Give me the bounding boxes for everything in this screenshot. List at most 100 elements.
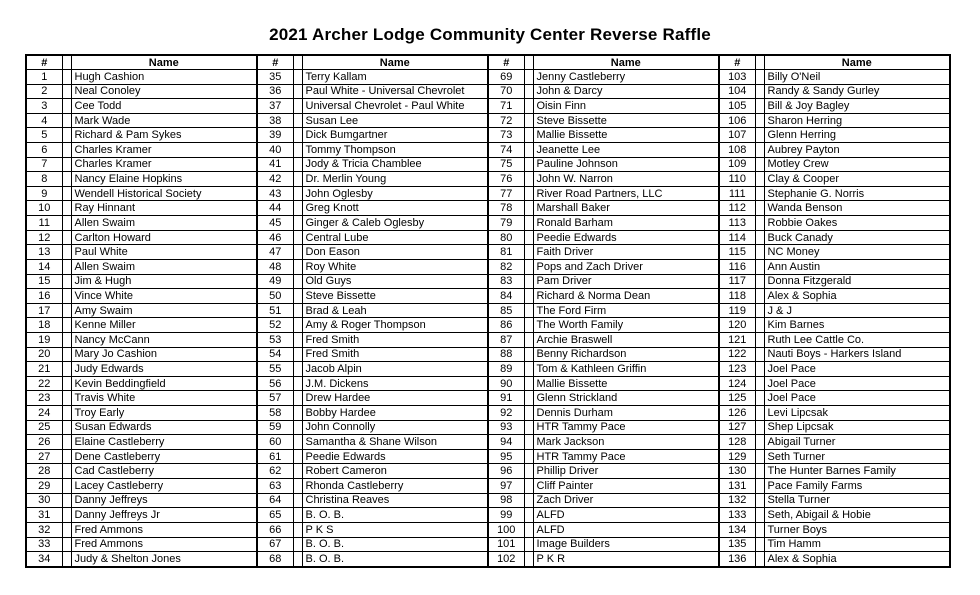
- entry-number: 86: [487, 317, 525, 333]
- entry-number: 106: [718, 112, 756, 129]
- table-row: 27 Dene Castleberry 61 Peedie Edwards 95 HTR …: [25, 448, 951, 465]
- entry-name: Pam Driver: [532, 273, 720, 290]
- entry-name: Dick Bumgartner: [301, 127, 489, 144]
- spacer-cell: [292, 346, 303, 363]
- entry-name: Fred Smith: [301, 331, 489, 348]
- entry-name: B. O. B.: [301, 507, 489, 523]
- entry-name: Nauti Boys - Harkers Island: [763, 346, 951, 363]
- entry-number: 5: [25, 127, 63, 144]
- spacer-cell: [61, 521, 72, 538]
- spacer-cell: [292, 331, 303, 348]
- spacer-cell: [754, 273, 765, 290]
- entry-name: HTR Tammy Pace: [532, 419, 720, 436]
- number-column-header: #: [256, 54, 294, 70]
- entry-number: 75: [487, 156, 525, 173]
- entry-name: Jody & Tricia Chamblee: [301, 156, 489, 173]
- entry-number: 135: [718, 536, 756, 553]
- table-row: 3 Cee Todd 37 Universal Chevrolet - Paul Wh…: [25, 98, 951, 114]
- entry-number: 42: [256, 171, 294, 187]
- entry-number: 126: [718, 405, 756, 421]
- entry-name: Billy O'Neil: [763, 69, 951, 85]
- entry-name: Mark Jackson: [532, 434, 720, 450]
- entry-name: HTR Tammy Pace: [532, 448, 720, 465]
- entry-name: Ronald Barham: [532, 215, 720, 231]
- table-row: 34 Judy & Shelton Jones 68 B. O. B. 102 P K R…: [25, 551, 951, 568]
- entry-number: 21: [25, 361, 63, 377]
- spacer-cell: [523, 273, 534, 290]
- entry-number: 14: [25, 258, 63, 275]
- entry-name: Allen Swaim: [70, 258, 258, 275]
- entry-name: Carlton Howard: [70, 229, 258, 246]
- entry-name: Joel Pace: [763, 361, 951, 377]
- entry-name: Allen Swaim: [70, 215, 258, 231]
- entry-number: 91: [487, 390, 525, 407]
- spacer-cell: [292, 302, 303, 319]
- spacer-cell: [754, 375, 765, 392]
- table-row: 11 Allen Swaim 45 Ginger & Caleb Oglesby 79 R…: [25, 215, 951, 231]
- spacer-cell: [523, 551, 534, 568]
- spacer-cell: [61, 536, 72, 553]
- entry-number: 79: [487, 215, 525, 231]
- entry-name: Greg Knott: [301, 200, 489, 217]
- spacer-cell: [292, 142, 303, 158]
- entry-number: 37: [256, 98, 294, 114]
- spacer-cell: [523, 112, 534, 129]
- spacer-cell: [292, 405, 303, 421]
- header-spacer-cell: [61, 54, 72, 70]
- entry-number: 84: [487, 288, 525, 304]
- entry-number: 67: [256, 536, 294, 553]
- entry-number: 11: [25, 215, 63, 231]
- name-column-header: Name: [70, 54, 258, 70]
- entry-name: Buck Canady: [763, 229, 951, 246]
- entry-name: Kenne Miller: [70, 317, 258, 333]
- spacer-cell: [754, 405, 765, 421]
- entry-number: 94: [487, 434, 525, 450]
- entry-name: John & Darcy: [532, 83, 720, 100]
- entry-name: Aubrey Payton: [763, 142, 951, 158]
- entry-name: Pauline Johnson: [532, 156, 720, 173]
- spacer-cell: [292, 127, 303, 144]
- spacer-cell: [61, 156, 72, 173]
- entry-name: Elaine Castleberry: [70, 434, 258, 450]
- entry-name: ALFD: [532, 507, 720, 523]
- entry-number: 107: [718, 127, 756, 144]
- entry-number: 19: [25, 331, 63, 348]
- entry-number: 118: [718, 288, 756, 304]
- spacer-cell: [292, 200, 303, 217]
- entry-number: 111: [718, 185, 756, 202]
- entry-number: 51: [256, 302, 294, 319]
- entry-name: Oisin Finn: [532, 98, 720, 114]
- entry-name: Cliff Painter: [532, 478, 720, 494]
- entry-number: 131: [718, 478, 756, 494]
- spacer-cell: [523, 156, 534, 173]
- spacer-cell: [292, 551, 303, 568]
- spacer-cell: [754, 258, 765, 275]
- entry-name: Fred Ammons: [70, 536, 258, 553]
- entry-name: Kevin Beddingfield: [70, 375, 258, 392]
- table-row: 8 Nancy Elaine Hopkins 42 Dr. Merlin Young 7…: [25, 171, 951, 187]
- entry-number: 127: [718, 419, 756, 436]
- number-column-header: #: [718, 54, 756, 70]
- entry-name: Tom & Kathleen Griffin: [532, 361, 720, 377]
- spacer-cell: [523, 492, 534, 509]
- spacer-cell: [754, 419, 765, 436]
- spacer-cell: [292, 229, 303, 246]
- spacer-cell: [523, 142, 534, 158]
- spacer-cell: [754, 156, 765, 173]
- entry-name: Steve Bissette: [301, 288, 489, 304]
- entry-name: P K S: [301, 521, 489, 538]
- entry-number: 132: [718, 492, 756, 509]
- spacer-cell: [61, 98, 72, 114]
- spacer-cell: [61, 346, 72, 363]
- entry-number: 133: [718, 507, 756, 523]
- entry-name: Tim Hamm: [763, 536, 951, 553]
- spacer-cell: [754, 478, 765, 494]
- number-column-header: #: [25, 54, 63, 70]
- entry-name: Stephanie G. Norris: [763, 185, 951, 202]
- entry-name: Ann Austin: [763, 258, 951, 275]
- spacer-cell: [61, 112, 72, 129]
- entry-number: 119: [718, 302, 756, 319]
- spacer-cell: [523, 434, 534, 450]
- table-row: 1 Hugh Cashion 35 Terry Kallam 69 Jenny Castl…: [25, 69, 951, 85]
- spacer-cell: [523, 507, 534, 523]
